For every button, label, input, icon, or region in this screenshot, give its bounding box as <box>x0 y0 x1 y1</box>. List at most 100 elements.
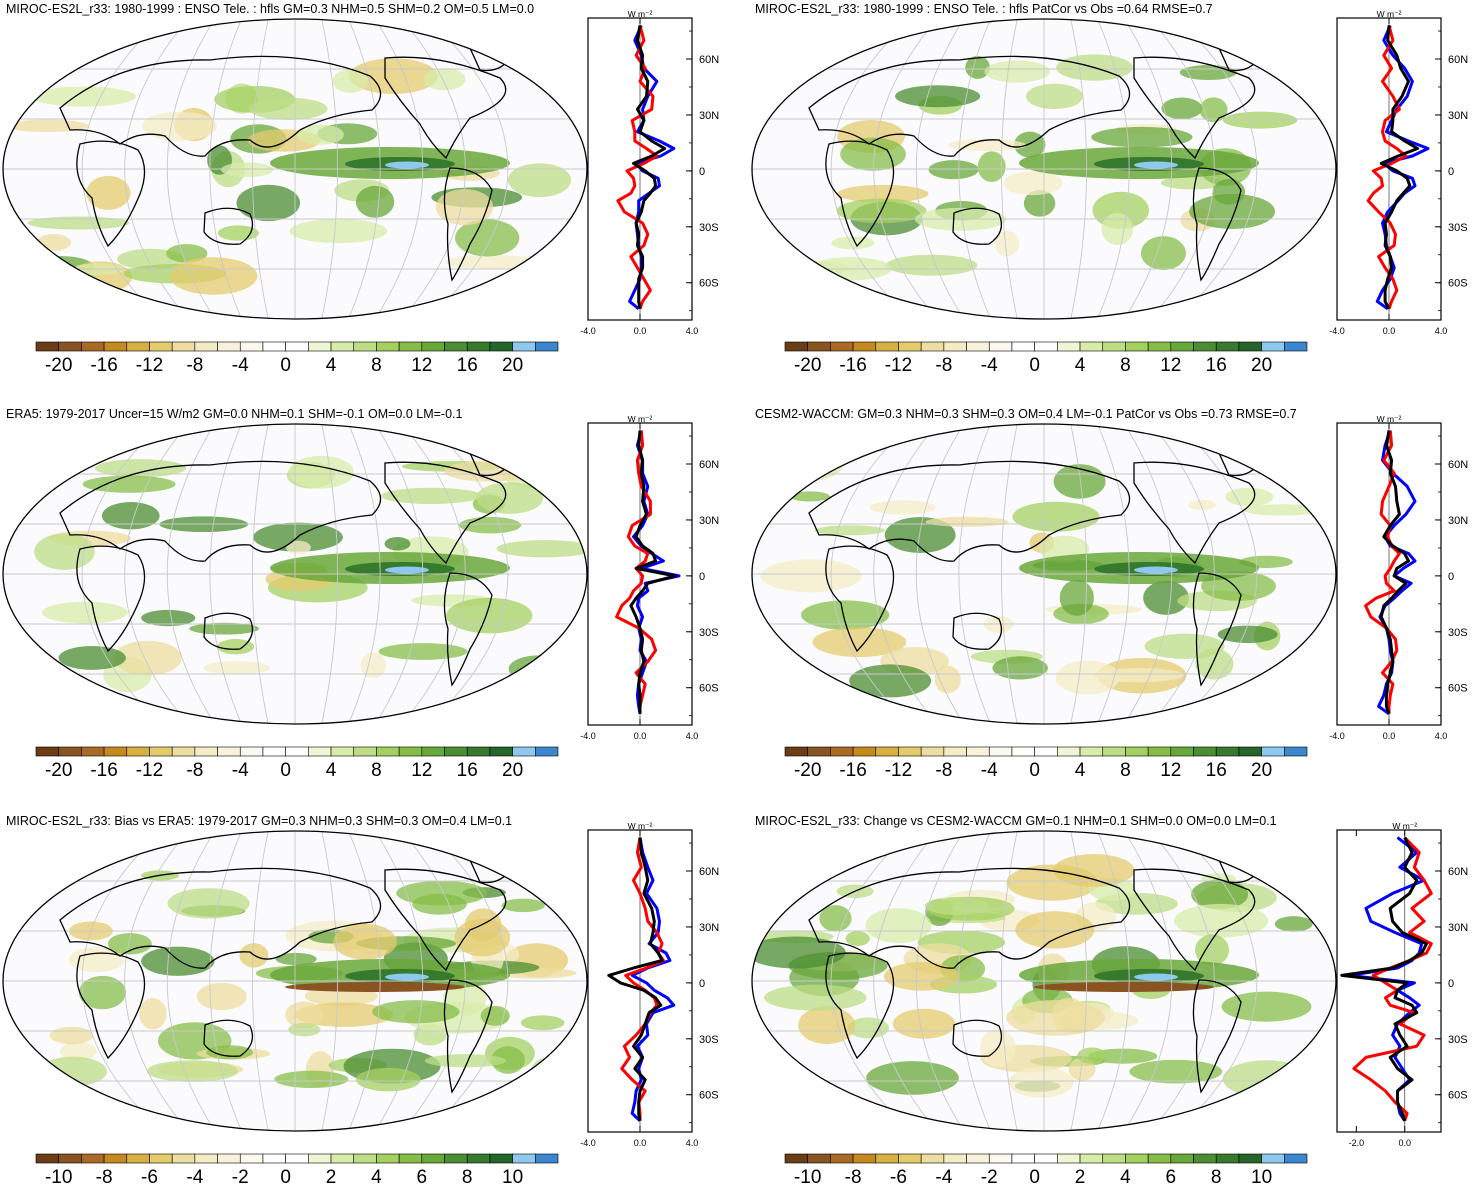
colorbar-tick-label: -10 <box>793 1167 822 1188</box>
longitude-line <box>251 19 269 319</box>
anomaly-patch <box>141 609 196 627</box>
colorbar-box <box>239 1153 264 1164</box>
anomaly-patch <box>814 525 885 536</box>
colorbar-box <box>262 746 286 757</box>
anomaly-patch <box>355 1067 421 1092</box>
colorbar-box <box>126 1153 150 1164</box>
colorbar-box <box>1102 1153 1126 1164</box>
y-tick-label: 30N <box>699 515 719 527</box>
anomaly-patch <box>349 58 438 95</box>
colorbar-box <box>217 746 241 757</box>
colorbar <box>35 1153 559 1164</box>
longitude-line <box>124 831 189 1131</box>
anomaly-patch <box>501 898 545 913</box>
colorbar-box <box>898 341 922 352</box>
longitude-line <box>348 424 381 724</box>
series-line-difference <box>1379 430 1410 715</box>
colorbar-box <box>920 746 945 757</box>
anomaly-patch <box>1173 903 1269 938</box>
colorbar-tick-label: -2 <box>231 1167 249 1188</box>
longitude-line <box>81 19 162 319</box>
anomaly-patch <box>60 1041 97 1061</box>
anomaly-patch <box>1243 504 1321 516</box>
colorbar-tick-label: -8 <box>186 760 204 781</box>
anomaly-patch <box>107 933 152 955</box>
colorbar-box <box>1057 1153 1081 1164</box>
anomaly-patch <box>895 85 981 108</box>
colorbar-box <box>1215 746 1240 757</box>
anomaly-patch <box>1008 1066 1074 1098</box>
units-label: W m⁻² <box>1392 821 1417 831</box>
longitude-line <box>374 424 424 724</box>
colorbar-box <box>988 341 1013 352</box>
longitude-line <box>321 831 339 1131</box>
x-tick-label: 0.0 <box>1383 731 1396 741</box>
longitude-line <box>1097 424 1130 724</box>
anomaly-patch <box>865 908 932 944</box>
anomaly-patch <box>82 475 176 493</box>
anomaly-patch <box>812 627 907 658</box>
colorbar-box <box>1147 746 1172 757</box>
colorbar-box <box>398 341 423 352</box>
colorbar-box <box>149 341 173 352</box>
anomaly-patch <box>435 188 494 226</box>
equatorial-pacific-max <box>385 161 429 169</box>
colorbar-box <box>1057 746 1081 757</box>
colorbar-tick-label: 0 <box>280 1167 291 1188</box>
colorbar-box <box>852 1153 877 1164</box>
colorbar-box <box>830 1153 854 1164</box>
colorbar-tick-label: -8 <box>186 355 204 376</box>
map-title: MIROC-ES2L_r33: Change vs CESM2-WACCM GM… <box>755 814 1277 828</box>
africa-outline <box>76 140 146 248</box>
colorbar-tick-label: 20 <box>1251 760 1273 781</box>
colorbar-tick-label: 4 <box>1120 1167 1131 1188</box>
colorbar-tick-label: -4 <box>980 355 998 376</box>
map-title: MIROC-ES2L_r33: 1980-1999 : ENSO Tele. :… <box>6 2 535 16</box>
anomaly-patch <box>507 163 572 198</box>
colorbar-tick-label: 8 <box>371 760 382 781</box>
eurasia-outline <box>59 460 382 562</box>
series-line-obs <box>1366 25 1408 310</box>
colorbar-box <box>1057 341 1081 352</box>
colorbar-box <box>1261 1153 1285 1164</box>
longitude-line <box>166 424 216 724</box>
graticule <box>752 424 1336 724</box>
colorbar-tick-label: -8 <box>935 355 953 376</box>
y-tick-label: 30S <box>699 627 719 639</box>
robinson-map <box>2 423 588 725</box>
colorbar-tick-label: -2 <box>980 1167 998 1188</box>
colorbar-box <box>398 746 423 757</box>
anomaly-patch <box>31 86 136 107</box>
colorbar-tick-label: 0 <box>280 355 291 376</box>
colorbar-box <box>807 341 831 352</box>
anomaly-patch <box>840 137 906 171</box>
colorbar-tick-label: 16 <box>1205 355 1227 376</box>
anomaly-patch <box>455 219 520 257</box>
colorbar-tick-label: -16 <box>90 760 118 781</box>
anomaly-patch <box>1023 189 1056 217</box>
colorbar-box <box>943 1153 967 1164</box>
anomaly-patch <box>924 896 989 916</box>
anomaly-patch <box>1225 487 1274 507</box>
x-tick-label: 4.0 <box>686 1138 699 1148</box>
anomaly-patch <box>892 1008 956 1039</box>
colorbar-box <box>103 1153 128 1164</box>
colorbar-box <box>262 341 286 352</box>
continents <box>808 46 1260 282</box>
series-line-obs <box>1352 836 1433 1122</box>
anomaly-patch <box>446 597 533 634</box>
anomaly-patch <box>36 233 72 252</box>
colorbar-box <box>58 1153 82 1164</box>
y-tick-label: 60S <box>1448 683 1468 695</box>
colorbar-box <box>1011 746 1035 757</box>
map-field <box>3 831 587 1131</box>
y-tick-label: 60S <box>1448 1090 1468 1102</box>
colorbar-box <box>353 1153 377 1164</box>
colorbar-box <box>943 341 967 352</box>
colorbar <box>784 341 1308 352</box>
colorbar-box <box>376 746 400 757</box>
colorbar-tick-label: 4 <box>1074 760 1086 781</box>
colorbar-box <box>126 341 150 352</box>
anomaly-patch <box>372 1000 460 1024</box>
colorbar-tick-label: -10 <box>44 1167 73 1188</box>
